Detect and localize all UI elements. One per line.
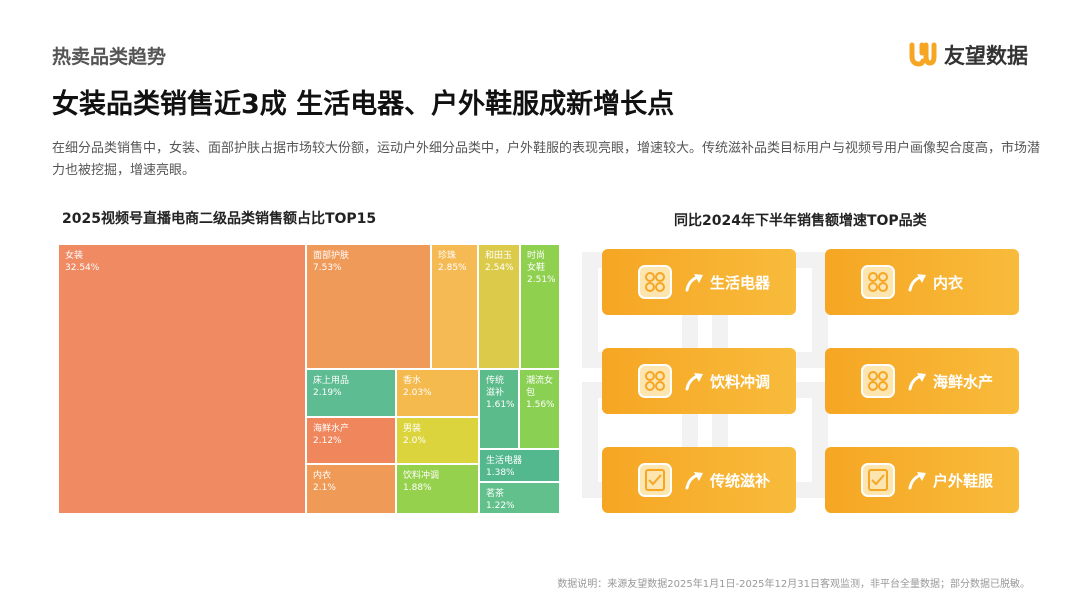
trend-up-arrow-icon: [685, 472, 703, 490]
section-tag: 热卖品类趋势: [52, 46, 167, 68]
grid-icon: [638, 265, 672, 299]
growth-card-label: 户外鞋服: [933, 471, 994, 490]
treemap-cell: 海鲜水产 2.12%: [306, 417, 396, 464]
trend-up-arrow-icon: [908, 472, 926, 490]
treemap-cell-name: 饮料冲调: [403, 471, 440, 481]
treemap-cell-value: 1.38%: [486, 468, 515, 478]
checklist-icon: [638, 463, 672, 497]
treemap-cell-name: 女装: [65, 251, 84, 261]
treemap-cell: 茗茶 1.22%: [479, 482, 560, 514]
treemap-cell-name: 传统滋补: [486, 376, 505, 398]
grid-icon: [861, 364, 895, 398]
treemap-cell: 和田玉 2.54%: [478, 244, 520, 369]
treemap-cell-name: 面部护肤: [313, 251, 350, 261]
footnote: 数据说明：来源友望数据2025年1月1日-2025年12月31日客观监测，非平台…: [557, 579, 1030, 590]
treemap-cell-name: 男装: [403, 424, 422, 434]
grid-icon: [861, 265, 895, 299]
growth-card-label: 内衣: [933, 273, 964, 292]
treemap-cell-name: 珍珠: [438, 251, 457, 261]
trend-up-arrow-icon: [908, 274, 926, 292]
treemap-cell-name: 潮流女包: [526, 376, 554, 398]
treemap-cell-value: 1.22%: [486, 501, 515, 511]
treemap-cell: 生活电器 1.38%: [479, 449, 560, 482]
trend-up-arrow-icon: [908, 373, 926, 391]
treemap-cell: 床上用品 2.19%: [306, 369, 396, 417]
treemap-cell: 传统滋补 1.61%: [479, 369, 519, 449]
page-headline: 女装品类销售近3成 生活电器、户外鞋服成新增长点: [52, 89, 675, 120]
growth-card-label: 饮料冲调: [710, 372, 771, 391]
treemap-cell-value: 2.1%: [313, 483, 336, 493]
treemap-cell-name: 和田玉: [485, 251, 513, 261]
treemap-cell-value: 2.54%: [485, 263, 514, 273]
treemap-cell-name: 床上用品: [313, 376, 350, 386]
treemap-cell: 饮料冲调 1.88%: [396, 464, 479, 514]
treemap-cell-name: 内衣: [313, 471, 332, 481]
grid-icon: [638, 364, 672, 398]
treemap-cell-name: 海鲜水产: [313, 424, 350, 434]
treemap-cell-value: 32.54%: [65, 263, 100, 273]
trend-up-arrow-icon: [685, 274, 703, 292]
treemap-cell-value: 2.19%: [313, 388, 342, 398]
treemap-cell-name: 生活电器: [486, 456, 523, 466]
treemap-cell-name: 茗茶: [486, 489, 505, 499]
treemap-cell: 潮流女包 1.56%: [519, 369, 560, 449]
treemap-cell: 女装 32.54%: [58, 244, 306, 514]
growth-card-2: 内衣: [825, 249, 1019, 315]
treemap-cell-name: 时尚女鞋: [527, 251, 546, 273]
brand-logo-icon: [909, 42, 937, 67]
brand-name: 友望数据: [944, 44, 1028, 68]
trend-up-arrow-icon: [685, 373, 703, 391]
treemap-cell-value: 1.88%: [403, 483, 432, 493]
growth-card-label: 传统滋补: [710, 471, 771, 490]
treemap-cell-value: 2.85%: [438, 263, 467, 273]
treemap-cell: 香水 2.03%: [396, 369, 479, 417]
treemap-cell: 面部护肤 7.53%: [306, 244, 431, 369]
growth-card-6: 户外鞋服: [825, 447, 1019, 513]
treemap-cell-value: 7.53%: [313, 263, 342, 273]
growth-card-label: 生活电器: [710, 273, 771, 292]
growth-card-1: 生活电器: [602, 249, 796, 315]
treemap-cell-value: 2.0%: [403, 436, 426, 446]
treemap-cell-value: 2.51%: [527, 275, 556, 285]
treemap-cell: 时尚女鞋 2.51%: [520, 244, 560, 369]
growth-title: 同比2024年下半年销售额增速TOP品类: [674, 213, 927, 229]
treemap-title: 2025视频号直播电商二级品类销售额占比TOP15: [62, 211, 377, 227]
intro-paragraph: 在细分品类销售中，女装、面部护肤占据市场较大份额，运动户外细分品类中，户外鞋服的…: [52, 141, 1041, 178]
growth-card-label: 海鲜水产: [933, 372, 994, 391]
treemap-cell-name: 香水: [403, 376, 422, 386]
growth-card-5: 传统滋补: [602, 447, 796, 513]
treemap-chart: 女装 32.54% 面部护肤 7.53% 珍珠 2.85% 和田玉 2.54% 时尚女鞋 2.51…: [58, 244, 560, 514]
growth-card-4: 海鲜水产: [825, 348, 1019, 414]
checklist-icon: [861, 463, 895, 497]
treemap-cell: 男装 2.0%: [396, 417, 479, 464]
growth-card-3: 饮料冲调: [602, 348, 796, 414]
treemap-cell: 珍珠 2.85%: [431, 244, 478, 369]
brand-logo: 友望数据: [908, 40, 1028, 70]
treemap-cell: 内衣 2.1%: [306, 464, 396, 514]
treemap-cell-value: 1.61%: [486, 400, 515, 410]
treemap-cell-value: 2.12%: [313, 436, 342, 446]
treemap-cell-value: 1.56%: [526, 400, 555, 410]
treemap-cell-value: 2.03%: [403, 388, 432, 398]
